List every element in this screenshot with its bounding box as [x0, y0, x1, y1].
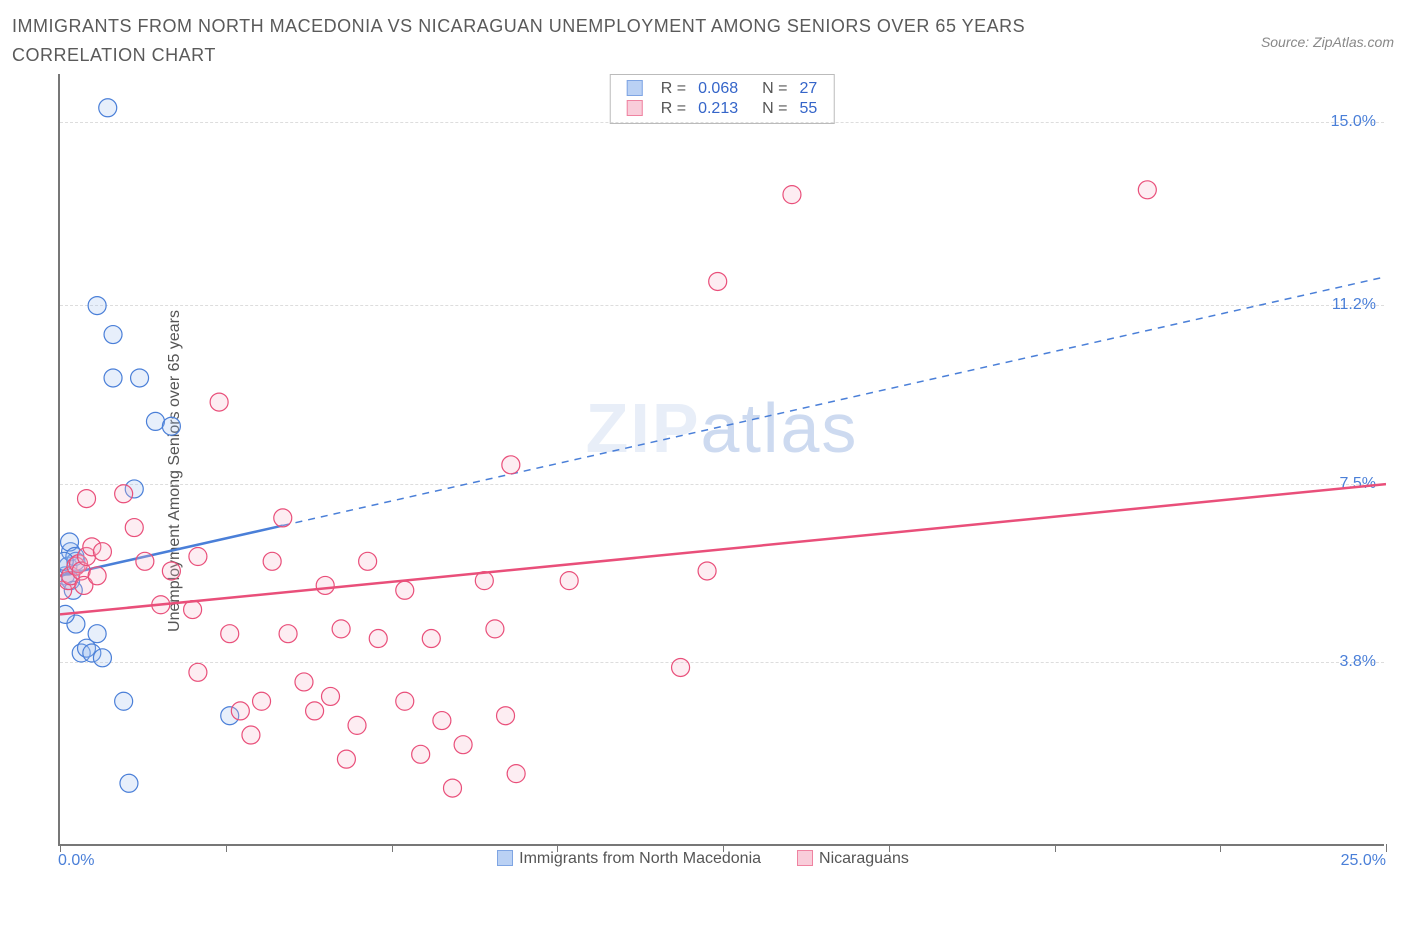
data-point-nicaraguans — [93, 542, 111, 560]
data-point-nicaraguans — [295, 673, 313, 691]
data-point-nicaraguans — [322, 687, 340, 705]
trendline-dashed-macedonia — [283, 276, 1386, 525]
data-point-nicaraguans — [454, 735, 472, 753]
data-point-nicaraguans — [396, 692, 414, 710]
data-point-nicaraguans — [412, 745, 430, 763]
data-point-nicaraguans — [783, 185, 801, 203]
plot-area: ZIPatlas R =0.068N =27R =0.213N =55 3.8%… — [58, 74, 1384, 846]
data-point-nicaraguans — [502, 455, 520, 473]
data-point-nicaraguans — [433, 711, 451, 729]
data-point-nicaraguans — [507, 764, 525, 782]
correlation-chart: IMMIGRANTS FROM NORTH MACEDONIA VS NICAR… — [12, 12, 1394, 918]
data-point-nicaraguans — [422, 629, 440, 647]
data-point-nicaraguans — [274, 508, 292, 526]
data-point-macedonia — [104, 325, 122, 343]
data-point-nicaraguans — [497, 706, 515, 724]
data-point-macedonia — [120, 774, 138, 792]
x-min-label: 0.0% — [58, 852, 94, 870]
data-point-nicaraguans — [337, 750, 355, 768]
data-point-macedonia — [93, 648, 111, 666]
data-point-nicaraguans — [78, 489, 96, 507]
data-point-nicaraguans — [316, 576, 334, 594]
data-point-macedonia — [162, 417, 180, 435]
data-point-macedonia — [146, 412, 164, 430]
data-point-nicaraguans — [279, 624, 297, 642]
source-attribution: Source: ZipAtlas.com — [1261, 12, 1394, 50]
data-point-nicaraguans — [136, 552, 154, 570]
data-point-nicaraguans — [210, 393, 228, 411]
data-point-nicaraguans — [242, 726, 260, 744]
legend-swatch-nicaraguans — [797, 850, 813, 866]
data-point-macedonia — [104, 369, 122, 387]
title-row: IMMIGRANTS FROM NORTH MACEDONIA VS NICAR… — [12, 12, 1394, 70]
data-point-nicaraguans — [184, 600, 202, 618]
data-point-nicaraguans — [332, 619, 350, 637]
data-point-nicaraguans — [709, 272, 727, 290]
data-point-macedonia — [99, 98, 117, 116]
data-point-macedonia — [115, 692, 133, 710]
data-point-macedonia — [88, 624, 106, 642]
chart-title: IMMIGRANTS FROM NORTH MACEDONIA VS NICAR… — [12, 12, 1112, 70]
legend-swatch-macedonia — [497, 850, 513, 866]
data-point-nicaraguans — [306, 701, 324, 719]
data-point-macedonia — [88, 296, 106, 314]
data-point-nicaraguans — [231, 701, 249, 719]
data-point-nicaraguans — [359, 552, 377, 570]
scatter-svg — [60, 74, 1386, 846]
trendline-nicaraguans — [60, 484, 1386, 614]
data-point-nicaraguans — [125, 518, 143, 536]
data-point-nicaraguans — [88, 566, 106, 584]
data-point-macedonia — [131, 369, 149, 387]
data-point-nicaraguans — [486, 619, 504, 637]
data-point-nicaraguans — [369, 629, 387, 647]
data-point-nicaraguans — [263, 552, 281, 570]
data-point-nicaraguans — [189, 663, 207, 681]
data-point-nicaraguans — [672, 658, 690, 676]
data-point-nicaraguans — [348, 716, 366, 734]
data-point-nicaraguans — [162, 562, 180, 580]
data-point-nicaraguans — [443, 779, 461, 797]
x-tick — [1386, 844, 1387, 852]
x-max-label: 25.0% — [1341, 852, 1386, 870]
data-point-nicaraguans — [189, 547, 207, 565]
x-axis-labels: 0.0% 25.0% — [58, 846, 1386, 876]
data-point-nicaraguans — [115, 484, 133, 502]
data-point-nicaraguans — [1138, 180, 1156, 198]
data-point-nicaraguans — [698, 562, 716, 580]
data-point-nicaraguans — [396, 581, 414, 599]
data-point-nicaraguans — [221, 624, 239, 642]
data-point-nicaraguans — [253, 692, 271, 710]
data-point-nicaraguans — [560, 571, 578, 589]
